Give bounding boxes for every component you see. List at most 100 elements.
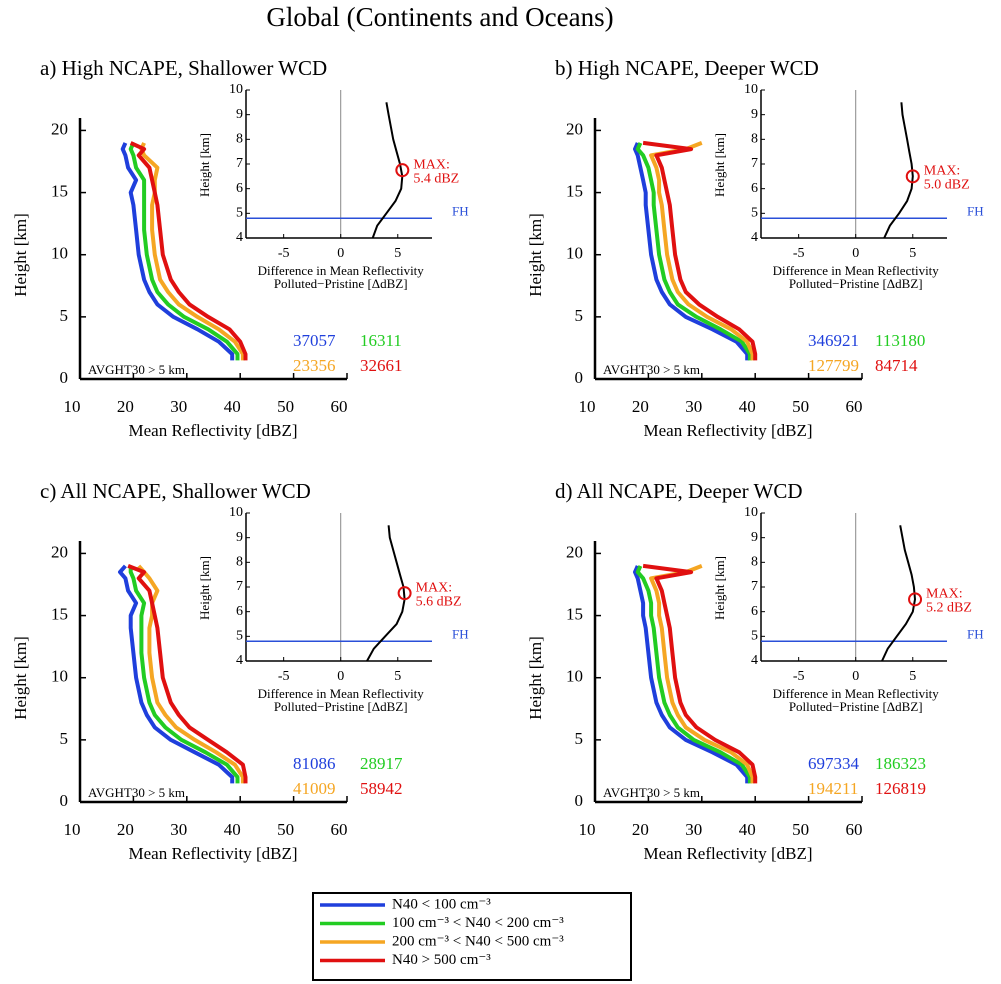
x-tick-label: 20 — [117, 820, 134, 839]
x-tick-label: 10 — [579, 397, 596, 416]
x-tick-label: 40 — [739, 397, 756, 416]
x-tick-label: 30 — [685, 397, 702, 416]
count-label: 697334 — [808, 754, 860, 773]
x-axis-label: Mean Reflectivity [dBZ] — [128, 844, 297, 863]
difference-line — [371, 102, 404, 239]
inset-y-tick-label: 6 — [751, 604, 758, 619]
inset-x-axis-label: Polluted−Pristine [ΔdBZ] — [274, 699, 408, 714]
inset-x-tick-label: 5 — [909, 669, 916, 684]
max-title: MAX: — [926, 587, 963, 602]
count-label: 16311 — [360, 331, 402, 350]
profile-line — [649, 564, 755, 784]
y-axis-label: Height [km] — [11, 213, 30, 297]
max-label: 5.0 dBZ — [924, 178, 970, 193]
y-tick-label: 5 — [60, 729, 69, 748]
x-axis-label: Mean Reflectivity [dBZ] — [643, 844, 812, 863]
y-axis-label: Height [km] — [526, 213, 545, 297]
max-marker — [905, 169, 920, 184]
x-tick-label: 20 — [632, 397, 649, 416]
inset-x-tick-label: -5 — [793, 669, 805, 684]
panel-title: d) All NCAPE, Deeper WCD — [555, 479, 803, 503]
count-label: 186323 — [875, 754, 926, 773]
profile-line — [118, 564, 235, 784]
inset-y-tick-label: 9 — [751, 107, 758, 122]
inset-y-axis-label: Height [km] — [197, 556, 212, 620]
annotation: AVGHT30 > 5 km — [603, 362, 700, 377]
inset-x-tick-label: -5 — [793, 246, 805, 261]
y-tick-label: 10 — [566, 244, 583, 263]
y-tick-label: 20 — [51, 542, 68, 561]
x-tick-label: 10 — [64, 397, 81, 416]
inset-y-tick-label: 8 — [751, 555, 758, 570]
inset-y-tick-label: 10 — [229, 505, 243, 520]
x-tick-label: 50 — [277, 397, 294, 416]
freezing-height-label: FH — [967, 203, 984, 218]
max-marker — [395, 163, 410, 178]
freezing-height-label: FH — [967, 626, 984, 641]
count-label: 346921 — [808, 331, 859, 350]
y-tick-label: 20 — [51, 119, 68, 138]
y-tick-label: 15 — [566, 604, 583, 623]
x-axis-label: Mean Reflectivity [dBZ] — [128, 421, 297, 440]
inset-y-tick-label: 5 — [751, 629, 758, 644]
x-tick-label: 30 — [170, 397, 187, 416]
count-label: 37057 — [293, 331, 336, 350]
x-tick-label: 10 — [64, 820, 81, 839]
count-label: 194211 — [808, 779, 858, 798]
x-tick-label: 50 — [277, 820, 294, 839]
inset-y-tick-label: 7 — [751, 156, 758, 171]
x-tick-label: 60 — [846, 820, 863, 839]
annotation: AVGHT30 > 5 km — [88, 785, 185, 800]
inset-x-tick-label: 0 — [852, 246, 859, 261]
inset-x-axis-label: Difference in Mean Reflectivity — [258, 263, 425, 278]
profile-line — [137, 564, 245, 784]
x-axis-label: Mean Reflectivity [dBZ] — [643, 421, 812, 440]
panel-title: c) All NCAPE, Shallower WCD — [40, 479, 311, 503]
legend-label: N40 > 500 cm⁻³ — [392, 952, 491, 968]
y-tick-label: 20 — [566, 542, 583, 561]
max-title: MAX: — [924, 164, 961, 179]
inset-y-axis-label: Height [km] — [712, 133, 727, 197]
profile-line — [139, 142, 245, 361]
inset-x-axis-label: Polluted−Pristine [ΔdBZ] — [789, 276, 923, 291]
inset-y-tick-label: 10 — [229, 82, 243, 97]
inset-y-tick-label: 7 — [236, 156, 243, 171]
annotation: AVGHT30 > 5 km — [88, 362, 185, 377]
y-tick-label: 5 — [575, 306, 584, 325]
inset-x-tick-label: 0 — [852, 669, 859, 684]
y-tick-label: 5 — [60, 306, 69, 325]
inset-x-axis-label: Difference in Mean Reflectivity — [773, 686, 940, 701]
x-tick-label: 60 — [846, 397, 863, 416]
x-tick-label: 50 — [792, 820, 809, 839]
y-tick-label: 0 — [60, 368, 69, 387]
inset-y-tick-label: 10 — [744, 505, 758, 520]
count-label: 84714 — [875, 356, 918, 375]
count-label: 23356 — [293, 356, 336, 375]
max-label: 5.6 dBZ — [416, 594, 462, 609]
inset-x-axis-label: Difference in Mean Reflectivity — [773, 263, 940, 278]
figure-title: Global (Continents and Oceans) — [266, 2, 613, 32]
profile-line — [127, 564, 248, 784]
inset-y-tick-label: 9 — [236, 107, 243, 122]
panel-title: b) High NCAPE, Deeper WCD — [555, 56, 819, 80]
inset-y-tick-label: 6 — [236, 604, 243, 619]
difference-line — [366, 525, 406, 662]
max-label: 5.4 dBZ — [413, 171, 459, 186]
profile-line — [129, 141, 248, 361]
y-tick-label: 10 — [51, 667, 68, 686]
count-label: 113180 — [875, 331, 925, 350]
count-label: 32661 — [360, 356, 403, 375]
inset-x-tick-label: 5 — [394, 246, 401, 261]
max-marker — [908, 592, 923, 607]
legend-box — [312, 892, 632, 981]
y-tick-label: 5 — [575, 729, 584, 748]
x-tick-label: 60 — [331, 397, 348, 416]
profile-line — [649, 141, 755, 361]
profile-line — [128, 142, 240, 361]
max-label: 5.2 dBZ — [926, 601, 972, 616]
count-label: 81086 — [293, 754, 336, 773]
y-tick-label: 0 — [575, 368, 584, 387]
x-tick-label: 20 — [117, 397, 134, 416]
inset-y-axis-label: Height [km] — [712, 556, 727, 620]
panel-title: a) High NCAPE, Shallower WCD — [40, 56, 327, 80]
